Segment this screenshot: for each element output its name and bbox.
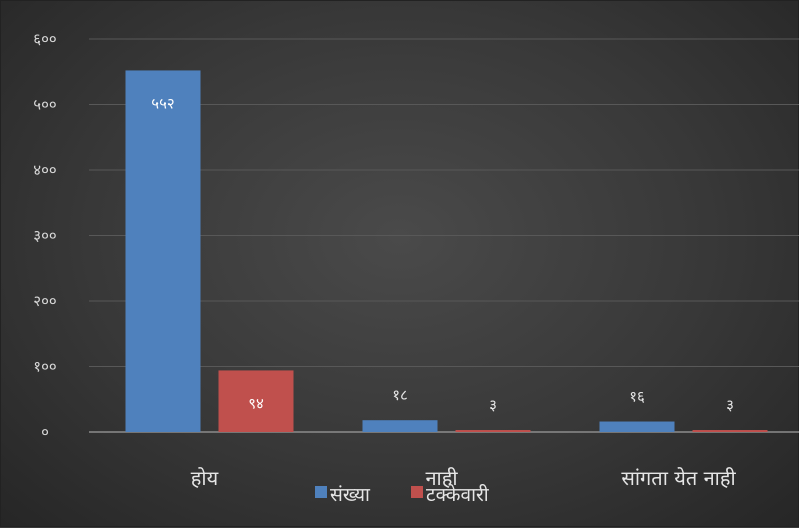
bar-count	[600, 422, 675, 432]
y-tick-label: ३००	[33, 227, 56, 245]
bar-percent	[456, 430, 531, 432]
bars	[126, 70, 768, 432]
data-label: ३	[726, 396, 734, 414]
legend-swatch	[315, 486, 327, 498]
data-label: ५५२	[151, 94, 174, 112]
x-category-label: होय	[191, 466, 219, 490]
y-tick-label: २००	[33, 292, 56, 310]
legend: संख्या टक्केवारी	[315, 483, 490, 506]
x-category-label: सांगता येत नाही	[621, 466, 736, 490]
legend-label: टक्केवारी	[426, 483, 490, 506]
y-tick-label: ६००	[33, 30, 56, 48]
data-label: १८	[392, 386, 408, 404]
legend-label: संख्या	[330, 484, 371, 506]
y-tick-label: ०	[41, 423, 49, 441]
y-axis-tick-labels: ० १०० २०० ३०० ४०० ५०० ६००	[33, 30, 56, 441]
bar-count	[126, 70, 201, 432]
data-label: ३	[489, 396, 497, 414]
data-label: १६	[629, 388, 645, 406]
y-tick-label: ४००	[33, 161, 56, 179]
y-tick-label: १००	[33, 358, 56, 376]
bar-count	[363, 420, 438, 432]
legend-swatch	[411, 486, 423, 498]
data-label: ९४	[248, 394, 264, 412]
y-tick-label: ५००	[33, 96, 56, 114]
bar-percent	[693, 430, 768, 432]
